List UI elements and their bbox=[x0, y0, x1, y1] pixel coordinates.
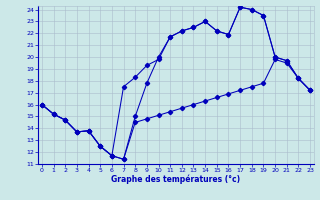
X-axis label: Graphe des températures (°c): Graphe des températures (°c) bbox=[111, 175, 241, 184]
